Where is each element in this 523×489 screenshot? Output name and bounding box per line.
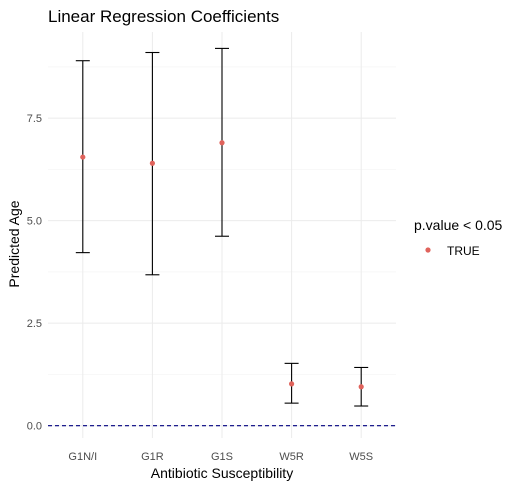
legend: p.value < 0.05 TRUE [414, 217, 503, 258]
x-tick-label: G1R [141, 451, 164, 463]
legend-label: TRUE [447, 244, 480, 258]
y-tick-label: 7.5 [27, 113, 42, 125]
x-tick-label: G1S [211, 451, 233, 463]
data-point [80, 154, 86, 160]
x-tick-label: G1N/I [68, 451, 97, 463]
x-tick-label: W5S [349, 451, 373, 463]
data-point [358, 384, 364, 390]
x-axis-title: Antibiotic Susceptibility [151, 465, 293, 481]
legend-key-point [425, 247, 431, 253]
data-point [149, 160, 155, 166]
legend-title: p.value < 0.05 [414, 217, 503, 233]
y-axis-title: Predicted Age [6, 200, 22, 287]
chart-title: Linear Regression Coefficients [48, 7, 279, 26]
y-tick-label: 5.0 [27, 216, 42, 228]
x-tick-labels: G1N/I G1R G1S W5R W5S [68, 451, 373, 463]
x-tick-label: W5R [279, 451, 304, 463]
data-points [80, 140, 364, 390]
y-tick-label: 2.5 [27, 318, 42, 330]
data-point [289, 381, 295, 387]
y-tick-label: 0.0 [27, 421, 42, 433]
data-point [219, 140, 225, 146]
y-tick-labels: 0.0 2.5 5.0 7.5 [27, 113, 42, 433]
